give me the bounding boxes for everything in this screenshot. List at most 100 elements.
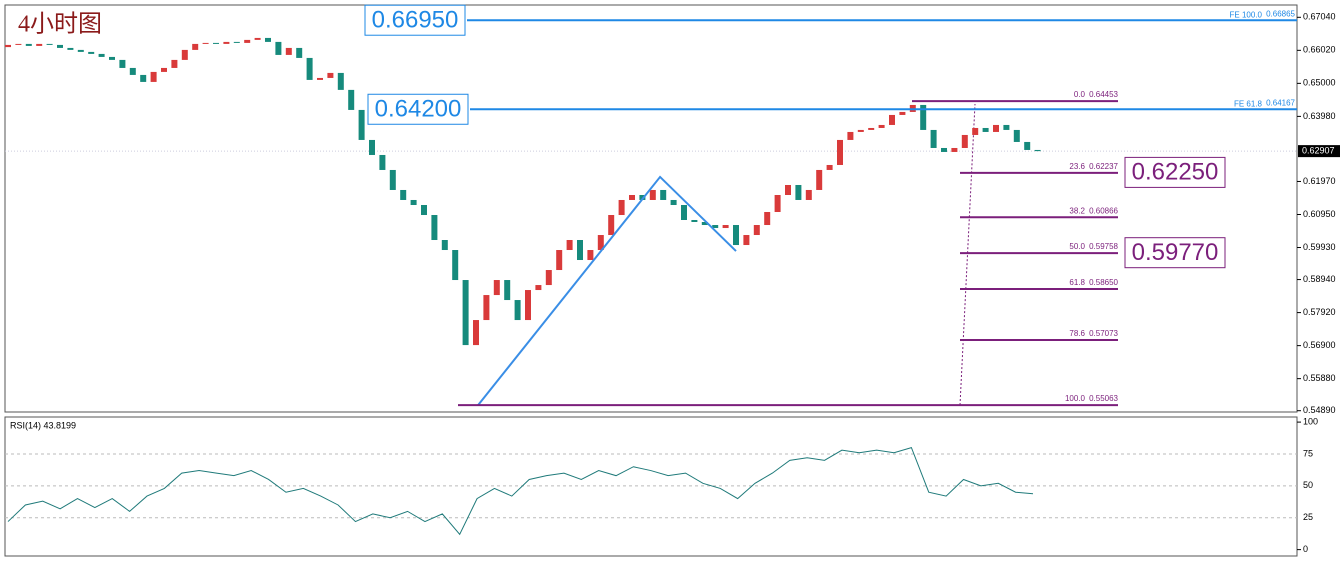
target-label: 0.62250 bbox=[1132, 159, 1219, 186]
y-tick-label: 0.54890 bbox=[1303, 405, 1336, 415]
candle bbox=[618, 199, 625, 216]
candle bbox=[795, 184, 802, 200]
candle bbox=[109, 56, 115, 60]
candle bbox=[483, 295, 490, 321]
candle bbox=[358, 109, 365, 140]
y-tick-label: 0.59930 bbox=[1303, 242, 1336, 252]
candle bbox=[722, 225, 729, 229]
candle bbox=[743, 235, 750, 246]
y-tick-label: 0.67040 bbox=[1303, 12, 1336, 22]
candle bbox=[733, 225, 739, 246]
fib-price: 0.58650 bbox=[1089, 278, 1118, 287]
candle bbox=[545, 270, 552, 286]
candle bbox=[577, 240, 583, 261]
fib-level: 78.6 bbox=[1069, 329, 1085, 338]
candle bbox=[504, 280, 511, 301]
candle bbox=[369, 139, 375, 155]
candle bbox=[202, 42, 209, 44]
candle bbox=[1024, 141, 1031, 150]
y-tick-label: 0.57920 bbox=[1303, 307, 1336, 317]
candle bbox=[441, 240, 448, 251]
candle bbox=[847, 131, 854, 140]
candle bbox=[473, 320, 479, 346]
candle bbox=[306, 57, 313, 80]
candle bbox=[431, 215, 438, 241]
candle bbox=[868, 127, 875, 130]
candle bbox=[254, 37, 261, 40]
candle bbox=[701, 222, 708, 226]
candle bbox=[764, 211, 771, 226]
candle bbox=[285, 47, 292, 55]
level-box bbox=[364, 4, 466, 36]
candle bbox=[25, 43, 32, 46]
y-tick-label: 0.60950 bbox=[1303, 209, 1336, 219]
candle bbox=[46, 43, 53, 45]
candle bbox=[389, 169, 396, 190]
candle bbox=[899, 111, 906, 115]
candle bbox=[265, 37, 271, 42]
fib-price: 0.57073 bbox=[1089, 329, 1118, 338]
candle bbox=[993, 124, 999, 132]
rsi-tick-label: 50 bbox=[1303, 480, 1313, 490]
rsi-line bbox=[7, 446, 1034, 536]
y-tick-label: 0.55880 bbox=[1303, 373, 1336, 383]
candle bbox=[36, 43, 43, 46]
candle bbox=[233, 41, 240, 43]
candle bbox=[753, 225, 760, 236]
candle bbox=[556, 250, 563, 271]
candle bbox=[608, 215, 615, 236]
target-label: 0.59770 bbox=[1132, 239, 1219, 266]
fib-price: 0.59758 bbox=[1089, 242, 1118, 251]
rsi-tick-label: 100 bbox=[1303, 416, 1318, 426]
candle bbox=[525, 290, 531, 321]
candle bbox=[421, 205, 427, 216]
candle bbox=[535, 285, 542, 291]
candle bbox=[192, 43, 199, 50]
fib-level: 23.6 bbox=[1069, 162, 1085, 171]
candle bbox=[410, 199, 417, 206]
fib-price: 0.62237 bbox=[1089, 162, 1118, 171]
target-box bbox=[1124, 156, 1226, 188]
zigzag bbox=[477, 175, 737, 406]
y-tick-label: 0.56900 bbox=[1303, 340, 1336, 350]
candle bbox=[181, 49, 188, 60]
rsi-title: RSI(14) 43.8199 bbox=[10, 420, 76, 430]
y-tick-label: 0.61970 bbox=[1303, 176, 1336, 186]
candle bbox=[1034, 149, 1041, 152]
candle bbox=[67, 47, 74, 50]
fe-level: FE 61.8 bbox=[1234, 99, 1263, 108]
candle bbox=[88, 51, 95, 54]
candle bbox=[150, 71, 157, 82]
last-price-box bbox=[1298, 145, 1340, 158]
candle bbox=[275, 41, 282, 55]
last-price-label: 0.62907 bbox=[1302, 145, 1335, 155]
y-tick-label: 0.65000 bbox=[1303, 78, 1336, 88]
candle bbox=[920, 104, 927, 130]
candle bbox=[941, 147, 947, 152]
fib-price: 0.60866 bbox=[1089, 206, 1118, 215]
candle bbox=[826, 164, 833, 170]
rsi-tick-label: 0 bbox=[1303, 544, 1308, 554]
candle bbox=[785, 184, 791, 195]
candle bbox=[213, 42, 219, 44]
candle bbox=[317, 77, 323, 80]
candle bbox=[857, 129, 864, 132]
price-panel bbox=[4, 4, 1298, 413]
candle bbox=[982, 127, 989, 132]
candle bbox=[691, 219, 698, 223]
y-tick-label: 0.66020 bbox=[1303, 45, 1336, 55]
rsi-tick-label: 75 bbox=[1303, 448, 1313, 458]
candle bbox=[712, 225, 719, 229]
level-box bbox=[367, 93, 469, 125]
fe-price: 0.64167 bbox=[1266, 98, 1295, 107]
fib-price: 0.55063 bbox=[1089, 394, 1118, 403]
candle bbox=[223, 41, 230, 44]
candle bbox=[587, 250, 594, 261]
candle bbox=[805, 189, 812, 200]
candle bbox=[629, 194, 635, 200]
candle bbox=[972, 127, 979, 135]
candle bbox=[951, 147, 958, 152]
candle bbox=[337, 72, 344, 90]
rsi-tick-label: 25 bbox=[1303, 512, 1313, 522]
